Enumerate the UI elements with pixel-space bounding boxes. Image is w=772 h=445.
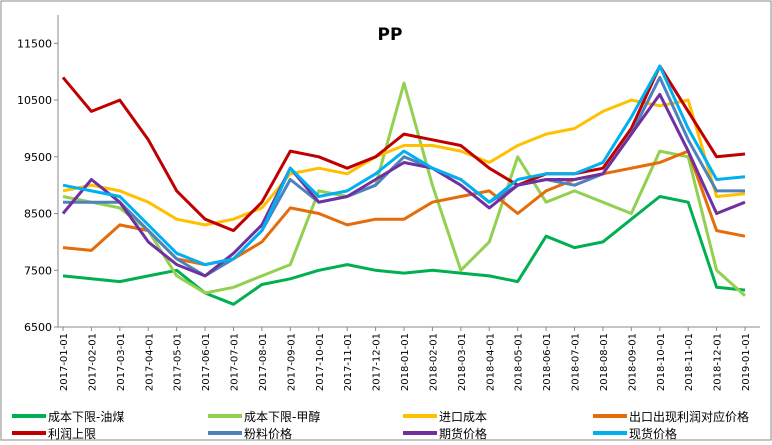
x-tick-label: 2017-01-01 (59, 333, 70, 391)
series-line (62, 195, 746, 306)
legend-label: 利润上限 (48, 427, 96, 441)
x-tick-label: 2017-04-01 (144, 333, 155, 391)
y-tick-label: 6500 (24, 321, 52, 334)
x-tick-label: 2017-11-01 (343, 333, 354, 391)
x-tick-label: 2017-07-01 (230, 333, 241, 391)
x-tick-label: 2018-01-01 (400, 333, 411, 391)
legend-label: 进口成本 (439, 410, 487, 424)
series-line (62, 81, 747, 297)
x-tick-label: 2017-12-01 (372, 333, 383, 391)
legend-label: 现货价格 (629, 426, 677, 441)
x-tick-label: 2018-04-01 (485, 333, 496, 391)
chart-title: PP (378, 25, 403, 45)
series-line (62, 98, 746, 227)
series-line (63, 75, 745, 278)
x-tick-label: 2017-03-01 (116, 333, 127, 391)
x-tick-label: 2018-05-01 (514, 333, 525, 391)
y-tick-label: 10500 (17, 94, 52, 107)
x-tick-label: 2018-08-01 (599, 333, 610, 391)
x-tick-label: 2019-01-01 (741, 333, 752, 391)
y-tick-label: 11500 (17, 37, 52, 50)
x-tick-label: 2017-02-01 (87, 333, 98, 391)
legend-label: 成本下限-甲醇 (244, 409, 320, 424)
x-tick-label: 2018-06-01 (542, 333, 553, 391)
x-tick-label: 2018-09-01 (627, 333, 638, 391)
y-tick-label: 7500 (24, 264, 52, 277)
legend-label: 期货价格 (439, 426, 487, 441)
y-tick-label: 8500 (24, 208, 52, 221)
x-tick-label: 2018-03-01 (457, 333, 468, 391)
y-tick-label: 9500 (24, 151, 52, 164)
x-tick-label: 2017-10-01 (315, 333, 326, 391)
x-tick-label: 2018-07-01 (571, 333, 582, 391)
legend-label: 粉料价格 (244, 426, 292, 441)
legend-label: 出口出现利润对应价格 (629, 409, 749, 424)
x-tick-label: 2018-11-01 (684, 333, 695, 391)
x-tick-label: 2017-08-01 (258, 333, 269, 391)
series-line (62, 64, 746, 267)
x-tick-label: 2017-09-01 (286, 333, 297, 391)
series-line (61, 64, 746, 233)
x-tick-label: 2018-10-01 (656, 333, 667, 391)
x-tick-label: 2017-05-01 (173, 333, 184, 391)
x-tick-label: 2017-06-01 (201, 333, 212, 391)
legend-label: 成本下限-油煤 (48, 410, 124, 424)
x-tick-label: 2018-12-01 (713, 333, 724, 391)
x-tick-label: 2018-02-01 (428, 333, 439, 391)
series-line (61, 92, 746, 278)
